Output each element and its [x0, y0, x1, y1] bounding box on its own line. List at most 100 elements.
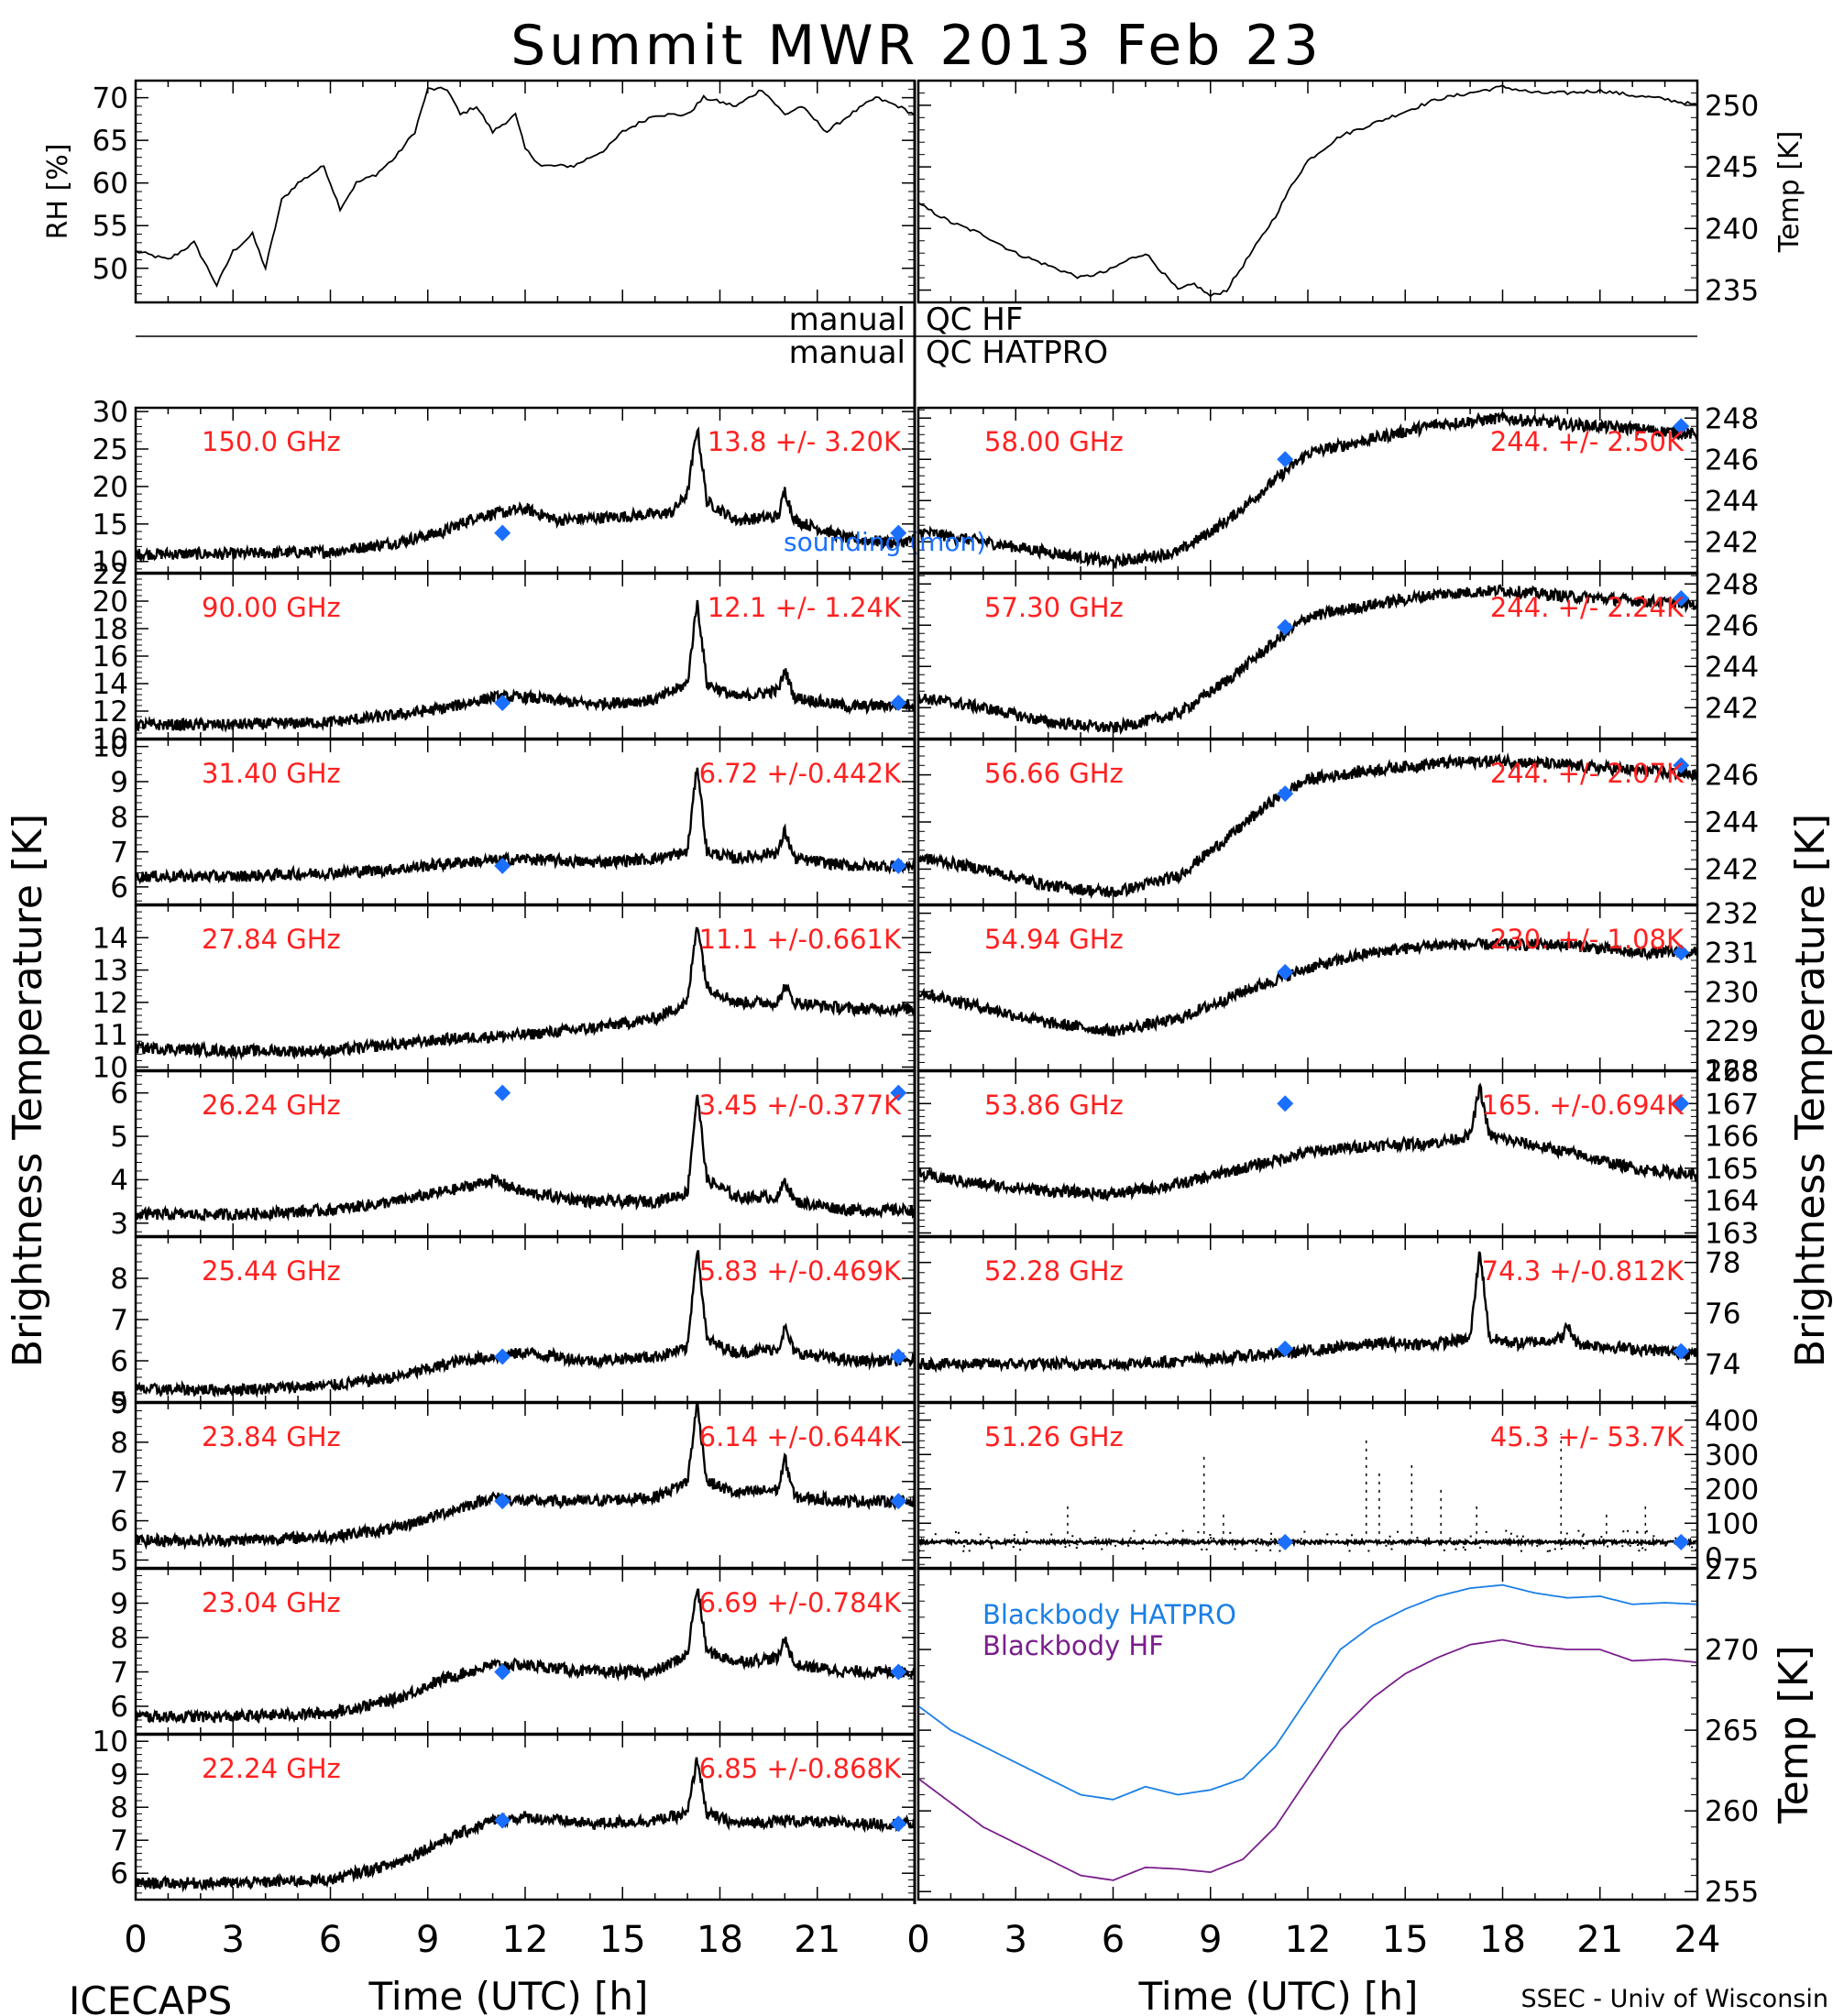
x-axis-label-right: Time (UTC) [h]	[1138, 1974, 1419, 2016]
sounding-marker	[1673, 590, 1690, 607]
y-tick-label: 22	[93, 558, 128, 591]
y-tick-label: 0	[1705, 1542, 1723, 1575]
sounding-marker	[1277, 1340, 1294, 1357]
sounding-marker	[1277, 1095, 1294, 1112]
stat-label: 45.3 +/- 53.7K	[1490, 1421, 1685, 1452]
y-tick-label: 8	[110, 1263, 128, 1296]
y-tick-label: 235	[1705, 275, 1759, 308]
sounding-marker	[1277, 1533, 1294, 1550]
y-tick-label: 5	[110, 1386, 128, 1419]
y-tick-label: 242	[1705, 853, 1759, 886]
panel-blackbody: 255 260 265 270 275 Temp [K] Blackbody HATPROB…	[916, 1553, 1817, 1909]
y-tick-label: 9	[110, 1387, 128, 1420]
x-axis-label-left: Time (UTC) [h]	[368, 1974, 649, 2016]
sounding-marker	[494, 1663, 511, 1681]
right-y-title: Brightness Temperature [K]	[1787, 814, 1833, 1367]
x-tick-label: 18	[1479, 1919, 1526, 1961]
y-tick-label: 5	[110, 1544, 128, 1577]
legend-entry: Blackbody HF	[982, 1630, 1164, 1661]
series-line	[137, 1588, 914, 1725]
y-axis-label: Temp [K]	[1771, 1645, 1817, 1824]
y-tick-label: 8	[110, 1427, 128, 1460]
x-tick-label: 3	[222, 1919, 245, 1961]
y-tick-label: 10	[93, 731, 128, 764]
qc-hf-right: QC HF	[926, 301, 1023, 338]
x-axis-ticks: 0 3 6 9 12 15 18 21 0 3 6 9 12 15 18 21 24	[124, 1919, 1720, 1961]
y-tick-label: 248	[1705, 402, 1759, 435]
frequency-label: 23.84 GHz	[202, 1421, 341, 1452]
x-tick-label: 9	[416, 1919, 439, 1961]
y-tick-label: 14	[93, 922, 128, 955]
figure-title: Summit MWR 2013 Feb 23	[510, 14, 1323, 78]
sounding-marker	[494, 695, 511, 711]
frequency-label: 23.04 GHz	[202, 1587, 341, 1618]
y-tick-label: 8	[110, 801, 128, 834]
qc-hatpro-left: manual	[789, 334, 906, 371]
y-tick-label: 164	[1705, 1185, 1759, 1218]
y-axis-label: Temp [K]	[1773, 131, 1806, 254]
frequency-label: 57.30 GHz	[984, 592, 1124, 623]
panel-58-00: 242 244 246 248 58.00 GHz 244. +/- 2.50K	[916, 402, 1759, 575]
y-tick-label: 8	[110, 1791, 128, 1824]
panel-frame	[134, 79, 916, 304]
y-tick-label: 6	[110, 1506, 128, 1539]
y-tick-label: 15	[93, 509, 128, 542]
series-line	[919, 1082, 1696, 1203]
y-tick-label: 9	[110, 1588, 128, 1621]
sounding-marker	[1673, 1533, 1690, 1550]
y-tick-label: 10	[93, 1726, 128, 1759]
sounding-marker	[1277, 451, 1294, 468]
stat-label: 6.14 +/-0.644K	[699, 1421, 902, 1452]
y-tick-label: 6	[110, 1691, 128, 1724]
stat-label: 6.69 +/-0.784K	[699, 1587, 902, 1618]
panel-temp: 235 240 245 250 Temp [K]	[916, 79, 1806, 308]
y-tick-label: 6	[110, 1078, 128, 1111]
y-tick-label: 10	[93, 546, 128, 579]
frequency-label: 90.00 GHz	[202, 592, 341, 623]
sounding-marker	[494, 857, 511, 874]
panel-rh: 50 55 60 65 70 RH [%]	[42, 79, 916, 304]
y-tick-label: 74	[1705, 1348, 1740, 1381]
y-tick-label: 9	[110, 1759, 128, 1791]
panel-frame	[916, 79, 1699, 304]
sounding-marker	[494, 524, 511, 542]
series-line	[137, 426, 914, 564]
y-tick-label: 4	[110, 1164, 128, 1197]
y-tick-label: 12	[93, 987, 128, 1020]
stat-label: 230. +/- 1.08K	[1490, 924, 1685, 955]
frequency-label: 25.44 GHz	[202, 1255, 341, 1287]
stat-label: 6.85 +/-0.868K	[699, 1753, 902, 1784]
series-line	[137, 1757, 914, 1893]
y-tick-label: 6	[110, 871, 128, 904]
series-line	[919, 84, 1696, 298]
panel-25-44: 5 6 7 8 25.44 GHz 5.83 +/-0.469K	[110, 1235, 916, 1419]
sounding-marker	[494, 1493, 511, 1510]
y-tick-label: 242	[1705, 526, 1759, 559]
series-line	[919, 1536, 1696, 1548]
y-tick-label: 55	[93, 210, 128, 243]
stat-label: 3.45 +/-0.377K	[699, 1090, 902, 1121]
frequency-label: 54.94 GHz	[984, 924, 1124, 955]
x-tick-label: 3	[1004, 1919, 1027, 1961]
sounding-label: sounding (mon)	[784, 527, 986, 557]
frequency-label: 51.26 GHz	[984, 1421, 1124, 1452]
y-tick-label: 244	[1705, 485, 1759, 518]
panel-26-24: 3 4 5 6 26.24 GHz 3.45 +/-0.377K	[110, 1069, 916, 1241]
y-tick-label: 100	[1705, 1507, 1759, 1540]
stat-label: 74.3 +/-0.812K	[1482, 1255, 1685, 1287]
y-tick-label: 11	[93, 1019, 128, 1052]
sounding-marker	[494, 1348, 511, 1365]
y-tick-label: 245	[1705, 151, 1759, 184]
sounding-marker	[890, 695, 907, 711]
y-tick-label: 265	[1705, 1715, 1759, 1748]
y-tick-label: 8	[110, 1622, 128, 1655]
x-tick-label: 0	[124, 1919, 147, 1961]
y-tick-label: 248	[1705, 568, 1759, 601]
frequency-label: 27.84 GHz	[202, 924, 341, 955]
frequency-label: 22.24 GHz	[202, 1753, 341, 1784]
panel-57-30: 242 244 246 248 57.30 GHz 244. +/- 2.24K	[916, 568, 1759, 740]
frequency-label: 150.0 GHz	[202, 426, 341, 457]
sounding-marker	[890, 857, 907, 874]
y-tick-label: 13	[93, 955, 128, 988]
